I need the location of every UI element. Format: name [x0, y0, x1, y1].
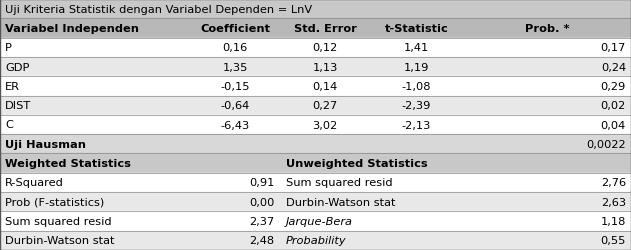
Bar — [0, 77, 631, 96]
Text: 0,16: 0,16 — [222, 43, 248, 53]
Text: Uji Hausman: Uji Hausman — [5, 139, 86, 149]
Text: 1,35: 1,35 — [222, 62, 248, 72]
Bar — [0, 173, 631, 192]
Text: -6,43: -6,43 — [220, 120, 250, 130]
Bar — [0, 19, 631, 38]
Text: 0,04: 0,04 — [601, 120, 626, 130]
Text: 0,14: 0,14 — [312, 82, 338, 92]
Text: R-Squared: R-Squared — [5, 178, 64, 188]
Bar — [0, 116, 631, 134]
Text: Uji Kriteria Statistik dengan Variabel Dependen = LnV: Uji Kriteria Statistik dengan Variabel D… — [5, 5, 312, 15]
Text: t-Statistic: t-Statistic — [384, 24, 449, 34]
Text: Variabel Independen: Variabel Independen — [5, 24, 139, 34]
Bar — [0, 38, 631, 58]
Text: Durbin-Watson stat: Durbin-Watson stat — [5, 236, 115, 245]
Bar — [0, 212, 631, 231]
Text: GDP: GDP — [5, 62, 30, 72]
Text: 0,17: 0,17 — [601, 43, 626, 53]
Text: P: P — [5, 43, 12, 53]
Text: 2,37: 2,37 — [249, 216, 274, 226]
Bar — [0, 154, 631, 173]
Text: 2,63: 2,63 — [601, 197, 626, 207]
Text: C: C — [5, 120, 13, 130]
Text: ER: ER — [5, 82, 20, 92]
Text: Probability: Probability — [286, 236, 346, 245]
Text: 0,24: 0,24 — [601, 62, 626, 72]
Text: 1,13: 1,13 — [312, 62, 338, 72]
Bar — [0, 96, 631, 116]
Text: Prob (F-statistics): Prob (F-statistics) — [5, 197, 104, 207]
Text: -2,13: -2,13 — [402, 120, 431, 130]
Bar — [0, 192, 631, 212]
Text: 0,91: 0,91 — [249, 178, 274, 188]
Text: DIST: DIST — [5, 101, 32, 111]
Bar — [0, 58, 631, 77]
Text: Sum squared resid: Sum squared resid — [5, 216, 112, 226]
Text: 3,02: 3,02 — [312, 120, 338, 130]
Text: Coefficient: Coefficient — [200, 24, 270, 34]
Text: -0,64: -0,64 — [220, 101, 250, 111]
Text: 0,00: 0,00 — [249, 197, 274, 207]
Bar — [0, 231, 631, 250]
Text: Jarque-Bera: Jarque-Bera — [286, 216, 353, 226]
Text: -2,39: -2,39 — [402, 101, 431, 111]
Text: 1,19: 1,19 — [404, 62, 429, 72]
Text: 0,27: 0,27 — [312, 101, 338, 111]
Bar — [0, 134, 631, 154]
Text: -0,15: -0,15 — [220, 82, 250, 92]
Bar — [0, 0, 631, 19]
Text: Prob. *: Prob. * — [525, 24, 570, 34]
Text: Weighted Statistics: Weighted Statistics — [5, 158, 131, 168]
Text: 0,12: 0,12 — [312, 43, 338, 53]
Text: -1,08: -1,08 — [402, 82, 431, 92]
Text: 1,18: 1,18 — [601, 216, 626, 226]
Text: Unweighted Statistics: Unweighted Statistics — [286, 158, 427, 168]
Text: 0,29: 0,29 — [601, 82, 626, 92]
Text: 2,76: 2,76 — [601, 178, 626, 188]
Text: 2,48: 2,48 — [249, 236, 274, 245]
Text: 0,0022: 0,0022 — [586, 139, 626, 149]
Text: Sum squared resid: Sum squared resid — [286, 178, 392, 188]
Text: Std. Error: Std. Error — [293, 24, 357, 34]
Text: 0,55: 0,55 — [601, 236, 626, 245]
Text: 1,41: 1,41 — [404, 43, 429, 53]
Text: 0,02: 0,02 — [601, 101, 626, 111]
Text: Durbin-Watson stat: Durbin-Watson stat — [286, 197, 396, 207]
